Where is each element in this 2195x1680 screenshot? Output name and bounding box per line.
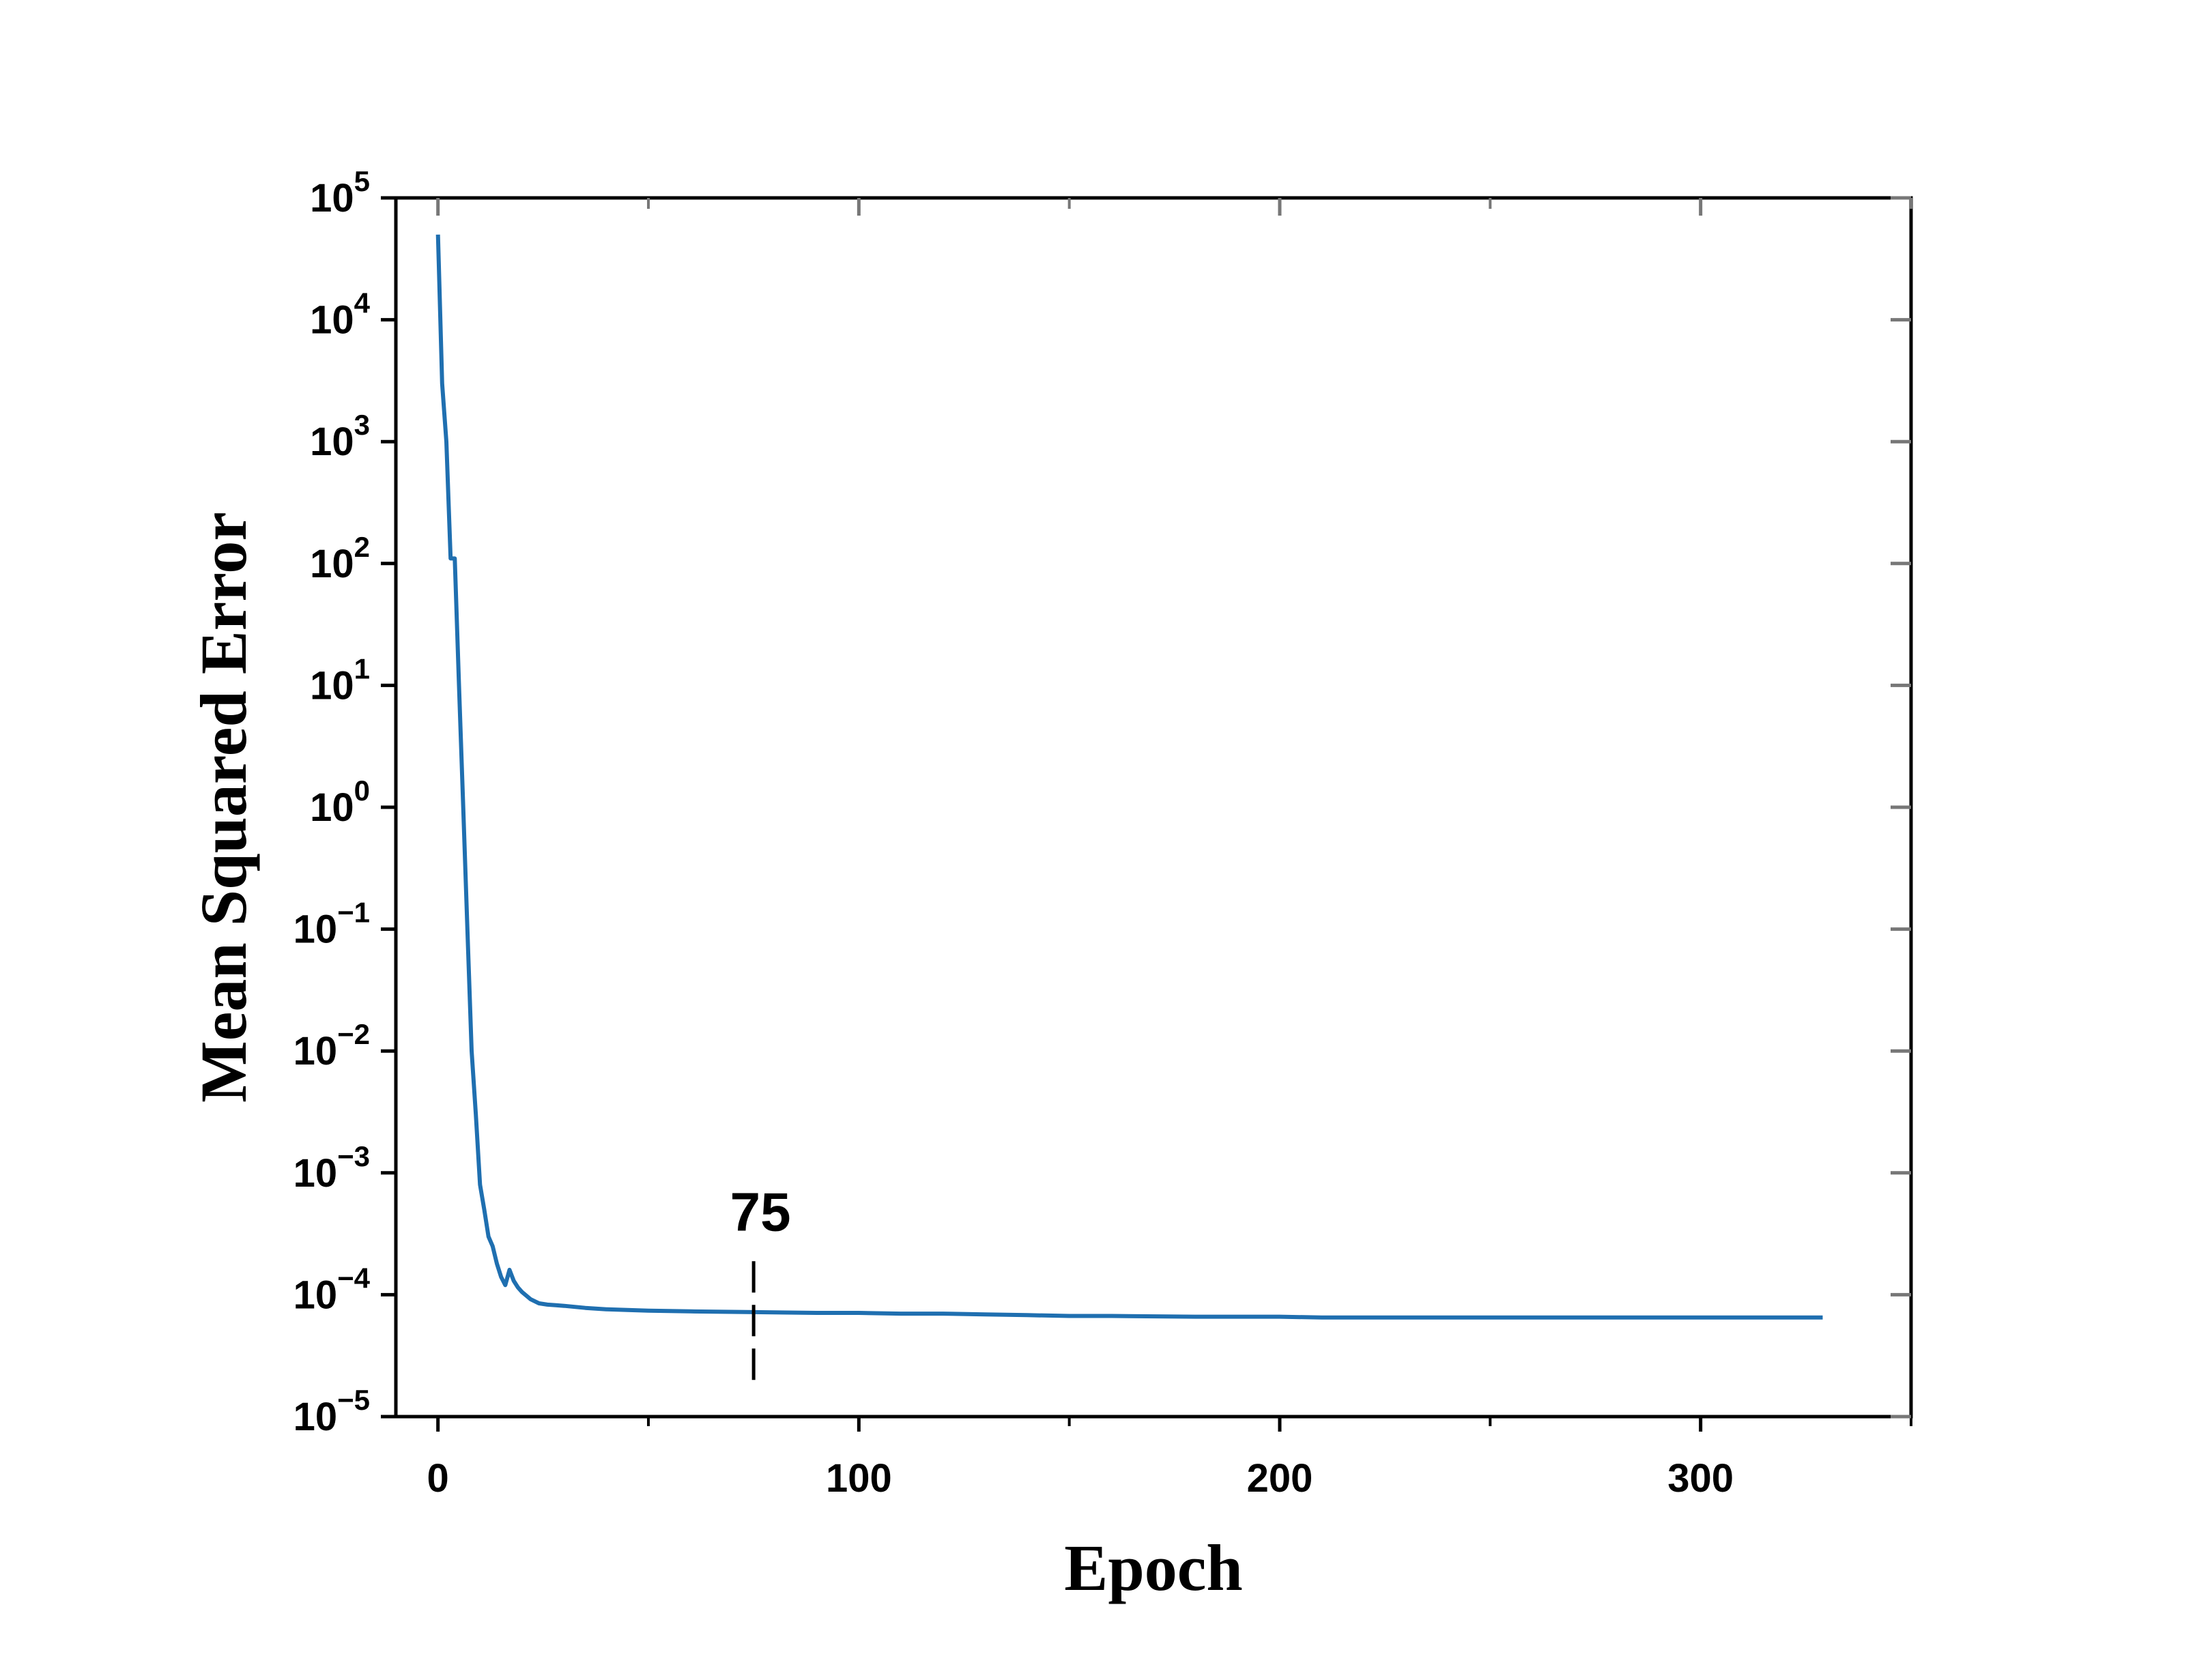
plot-area (394, 196, 1913, 1419)
x-axis-ticks: 0 100 200 300 (427, 198, 1912, 1501)
y-axis-ticks: 10−5 10−4 10−3 10−2 10−1 100 101 102 103 104 105 (293, 165, 1911, 1439)
series-line (435, 234, 1823, 1320)
y-tick-label: 10−1 (293, 897, 370, 952)
x-tick-label: 200 (1247, 1456, 1313, 1501)
x-tick-label: 300 (1667, 1456, 1734, 1501)
x-tick-label: 0 (427, 1456, 449, 1501)
y-tick-label: 105 (310, 165, 370, 220)
y-tick-label: 102 (310, 531, 370, 586)
annotation-label: 75 (730, 1182, 791, 1243)
x-tick-label: 100 (826, 1456, 892, 1501)
y-tick-label: 10−2 (293, 1018, 370, 1073)
y-tick-label: 101 (310, 652, 370, 708)
y-tick-label: 10−5 (293, 1384, 370, 1439)
x-axis-title: Epoch (1064, 1531, 1242, 1604)
y-tick-label: 104 (310, 287, 371, 343)
y-tick-label: 10−4 (293, 1262, 371, 1317)
y-tick-label: 10−3 (293, 1140, 370, 1196)
y-tick-label: 103 (310, 409, 370, 464)
y-tick-label: 100 (310, 774, 370, 830)
y-axis-title: Mean Squared Error (187, 512, 260, 1103)
series-layer (435, 234, 1823, 1320)
annotation-layer: 75 (730, 1182, 791, 1380)
plot-frame (394, 196, 1913, 1419)
